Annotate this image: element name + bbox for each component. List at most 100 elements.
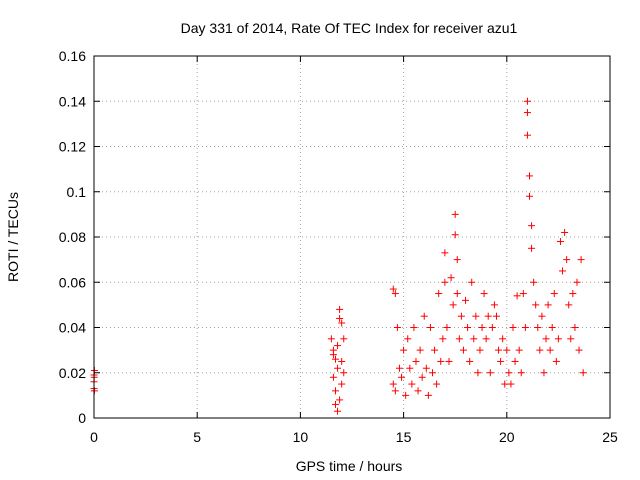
data-point	[336, 305, 344, 313]
data-point	[488, 324, 496, 331]
data-point	[459, 346, 467, 354]
data-point	[569, 290, 577, 298]
data-point	[480, 290, 488, 298]
data-point	[336, 396, 344, 404]
y-tick-label: 0.16	[59, 48, 86, 64]
x-tick-label: 0	[90, 429, 98, 445]
data-point	[412, 357, 420, 365]
data-point	[492, 312, 500, 320]
data-point	[395, 364, 403, 372]
data-point	[443, 324, 451, 331]
data-point	[484, 312, 492, 320]
data-point	[530, 278, 538, 286]
data-point	[499, 335, 507, 343]
data-point	[548, 324, 556, 331]
data-point	[468, 278, 476, 286]
data-point	[457, 312, 465, 320]
data-point	[505, 369, 513, 377]
data-point	[486, 369, 494, 377]
y-tick-label: 0.12	[59, 139, 86, 155]
data-point	[474, 369, 482, 377]
x-tick-label: 20	[499, 429, 515, 445]
data-point	[447, 274, 455, 282]
data-point	[329, 373, 337, 381]
y-tick-label: 0	[78, 410, 86, 426]
data-point	[428, 369, 436, 377]
data-point	[338, 319, 346, 327]
data-point	[389, 380, 397, 388]
data-point	[404, 335, 412, 343]
x-axis-title: GPS time / hours	[296, 458, 403, 474]
data-point	[464, 324, 472, 331]
data-point	[536, 346, 544, 354]
grid-lines	[94, 56, 610, 418]
data-point	[526, 192, 534, 200]
data-point	[472, 312, 480, 320]
data-point	[490, 301, 498, 309]
data-point	[579, 369, 587, 377]
data-point	[567, 335, 575, 343]
data-point	[414, 387, 422, 395]
data-point	[507, 380, 515, 388]
data-point	[470, 335, 478, 343]
data-point	[528, 222, 536, 230]
data-point	[556, 238, 564, 246]
data-point	[503, 346, 511, 354]
data-point	[559, 267, 567, 275]
data-point	[441, 249, 449, 257]
data-point	[509, 324, 517, 331]
data-point	[445, 357, 453, 365]
data-point	[331, 400, 339, 408]
data-point	[519, 290, 527, 298]
data-point	[402, 391, 410, 399]
data-point	[329, 346, 337, 354]
y-tick-label: 0.04	[59, 320, 86, 336]
data-point	[523, 109, 531, 117]
y-tick-label: 0.08	[59, 229, 86, 245]
data-point	[563, 256, 571, 264]
data-point	[523, 131, 531, 139]
data-point	[424, 391, 432, 399]
data-point	[544, 301, 552, 309]
data-point	[554, 335, 562, 343]
data-point	[422, 364, 430, 372]
data-point	[515, 346, 523, 354]
data-point	[334, 364, 342, 372]
data-point	[441, 278, 449, 286]
data-point	[571, 324, 579, 331]
data-point	[550, 290, 558, 298]
data-point	[391, 387, 399, 395]
data-point	[542, 335, 550, 343]
data-point	[336, 314, 344, 322]
data-point	[478, 324, 486, 331]
data-point	[453, 290, 461, 298]
data-point	[526, 172, 534, 180]
x-tick-label: 25	[602, 429, 618, 445]
data-point	[453, 256, 461, 264]
data-point	[433, 380, 441, 388]
data-point	[534, 324, 542, 331]
data-point	[439, 335, 447, 343]
data-point	[338, 357, 346, 365]
data-point	[565, 301, 573, 309]
data-point	[398, 373, 406, 381]
data-point	[540, 369, 548, 377]
data-point	[501, 380, 509, 388]
data-point	[340, 369, 348, 377]
data-point	[528, 244, 536, 252]
data-point	[391, 290, 399, 298]
data-point	[340, 335, 348, 343]
data-point	[532, 301, 540, 309]
data-point	[521, 324, 529, 331]
data-point	[546, 346, 554, 354]
data-point	[455, 335, 463, 343]
data-point	[513, 292, 521, 300]
data-point	[327, 335, 335, 343]
data-point	[408, 380, 416, 388]
data-point	[517, 369, 525, 377]
data-point	[426, 324, 434, 331]
data-point	[449, 301, 457, 309]
y-axis-title: ROTI / TECUs	[5, 192, 21, 282]
data-point	[331, 387, 339, 395]
